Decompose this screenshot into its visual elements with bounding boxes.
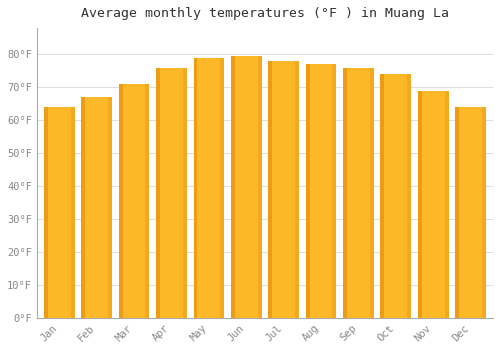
- Bar: [444, 91, 448, 318]
- Bar: [380, 74, 411, 318]
- Bar: [82, 97, 112, 318]
- Bar: [44, 107, 74, 318]
- Bar: [194, 58, 198, 318]
- Bar: [82, 97, 86, 318]
- Bar: [295, 61, 299, 318]
- Bar: [482, 107, 486, 318]
- Bar: [343, 68, 374, 318]
- Bar: [370, 68, 374, 318]
- Bar: [118, 84, 122, 318]
- Title: Average monthly temperatures (°F ) in Muang La: Average monthly temperatures (°F ) in Mu…: [81, 7, 449, 20]
- Bar: [118, 84, 150, 318]
- Bar: [418, 91, 448, 318]
- Bar: [268, 61, 272, 318]
- Bar: [306, 64, 336, 318]
- Bar: [258, 56, 262, 318]
- Bar: [343, 68, 347, 318]
- Bar: [231, 56, 235, 318]
- Bar: [418, 91, 422, 318]
- Bar: [380, 74, 384, 318]
- Bar: [194, 58, 224, 318]
- Bar: [306, 64, 310, 318]
- Bar: [183, 68, 187, 318]
- Bar: [456, 107, 460, 318]
- Bar: [70, 107, 74, 318]
- Bar: [146, 84, 150, 318]
- Bar: [268, 61, 299, 318]
- Bar: [332, 64, 336, 318]
- Bar: [44, 107, 48, 318]
- Bar: [231, 56, 262, 318]
- Bar: [156, 68, 187, 318]
- Bar: [456, 107, 486, 318]
- Bar: [220, 58, 224, 318]
- Bar: [108, 97, 112, 318]
- Bar: [407, 74, 411, 318]
- Bar: [156, 68, 160, 318]
